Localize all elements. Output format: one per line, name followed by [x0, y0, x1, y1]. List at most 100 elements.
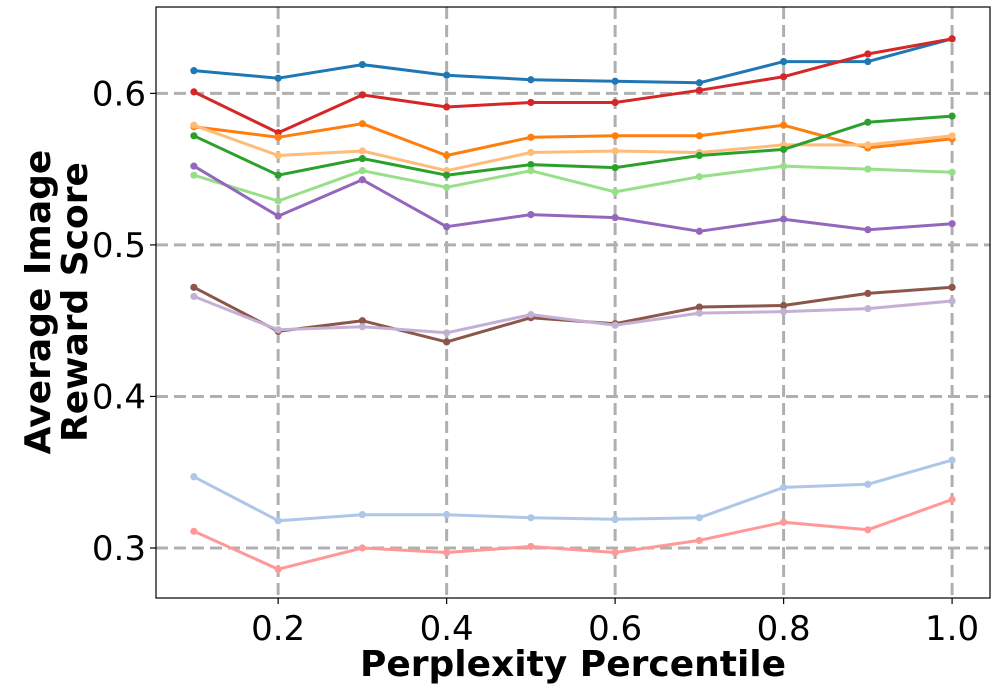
- data-point: [190, 132, 198, 140]
- series-line-pink: [192, 498, 954, 571]
- series-brown: [190, 283, 956, 346]
- data-point: [611, 188, 619, 196]
- data-point: [358, 91, 366, 99]
- x-axis-title: Perplexity Percentile: [360, 644, 786, 685]
- data-point: [527, 76, 535, 84]
- data-point: [864, 480, 872, 488]
- series-line-brown: [192, 285, 954, 344]
- x-tick-label: 0.4: [420, 609, 474, 649]
- data-point: [274, 517, 282, 525]
- data-point: [695, 514, 703, 522]
- grid: [156, 7, 990, 598]
- data-point: [443, 548, 451, 557]
- data-point: [948, 456, 956, 464]
- data-point: [443, 223, 451, 231]
- data-point: [358, 154, 366, 163]
- data-point: [190, 171, 198, 179]
- data-point: [274, 565, 282, 573]
- data-point: [611, 98, 619, 107]
- series-purple: [190, 162, 956, 235]
- data-point: [274, 212, 282, 220]
- data-point: [274, 133, 282, 141]
- series-line-light-green: [192, 164, 954, 203]
- series-line-blue: [192, 37, 954, 85]
- data-point: [527, 98, 535, 107]
- data-point: [695, 303, 703, 311]
- data-point: [358, 511, 366, 519]
- data-point: [443, 71, 451, 79]
- data-point: [190, 473, 198, 481]
- data-point: [611, 164, 619, 172]
- data-point: [780, 301, 788, 310]
- data-point: [443, 171, 451, 179]
- data-point: [695, 536, 703, 545]
- x-axis-ticks: 0.2 0.4 0.6 0.8 1.0: [251, 598, 979, 649]
- data-point: [695, 309, 703, 317]
- data-point: [780, 215, 788, 223]
- series-light-green: [190, 162, 956, 205]
- data-point: [358, 60, 366, 69]
- data-point: [443, 338, 451, 346]
- data-point: [274, 151, 282, 160]
- x-tick-label: 0.8: [757, 609, 811, 649]
- data-point: [527, 133, 535, 141]
- data-point: [527, 161, 535, 169]
- data-point: [864, 118, 872, 126]
- data-point: [695, 173, 703, 181]
- data-point: [695, 132, 703, 140]
- y-axis-title-line-2: Reward Score: [55, 162, 96, 442]
- series-light-blue: [190, 456, 956, 525]
- data-point: [695, 79, 703, 87]
- data-point: [780, 73, 788, 81]
- data-point: [780, 162, 788, 170]
- data-point: [780, 307, 788, 316]
- data-point: [358, 176, 366, 184]
- y-axis-ticks: 0.3 0.4 0.5 0.6: [92, 74, 156, 569]
- series-group: [190, 35, 956, 573]
- data-point: [358, 317, 366, 325]
- data-point: [358, 544, 366, 552]
- data-point: [948, 495, 956, 504]
- data-point: [780, 145, 788, 154]
- y-tick-label: 0.3: [92, 529, 146, 569]
- data-point: [527, 542, 535, 551]
- data-point: [443, 329, 451, 337]
- data-point: [948, 283, 956, 291]
- series-line-red: [192, 37, 954, 135]
- data-point: [527, 148, 535, 157]
- series-line-light-purple: [192, 294, 954, 335]
- data-point: [190, 88, 198, 96]
- data-point: [611, 548, 619, 557]
- data-point: [527, 311, 535, 319]
- data-point: [948, 220, 956, 228]
- data-point: [443, 511, 451, 519]
- data-point: [190, 67, 198, 75]
- x-tick-label: 0.2: [251, 609, 305, 649]
- data-point: [358, 167, 366, 175]
- data-point: [527, 167, 535, 175]
- data-point: [611, 214, 619, 222]
- series-line-green: [192, 114, 954, 177]
- series-line-light-orange: [192, 123, 954, 173]
- data-point: [864, 226, 872, 234]
- data-point: [190, 121, 198, 129]
- y-tick-label: 0.4: [92, 377, 146, 417]
- data-point: [190, 162, 198, 170]
- data-point: [948, 132, 956, 140]
- data-point: [780, 518, 788, 526]
- data-point: [864, 304, 872, 313]
- data-point: [190, 527, 198, 535]
- x-tick-label: 1.0: [925, 609, 979, 649]
- data-point: [190, 283, 198, 291]
- data-point: [864, 289, 872, 298]
- data-point: [611, 321, 619, 329]
- data-point: [611, 515, 619, 523]
- data-point: [695, 86, 703, 94]
- data-point: [948, 112, 956, 120]
- data-point: [190, 292, 198, 301]
- data-point: [948, 35, 956, 43]
- data-point: [358, 120, 366, 128]
- data-point: [274, 197, 282, 205]
- data-point: [443, 103, 451, 111]
